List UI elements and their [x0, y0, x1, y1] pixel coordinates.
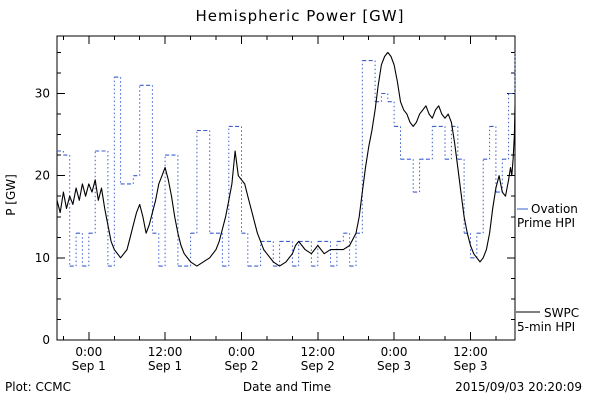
legend-swpc-label-2: 5-min HPI	[517, 320, 575, 334]
x-tick-date-label: Sep 2	[224, 359, 258, 373]
plot-frame	[56, 35, 516, 341]
y-tick-label: 20	[35, 169, 50, 183]
x-tick-date-label: Sep 2	[301, 359, 335, 373]
x-tick-time-label: 0:00	[381, 345, 408, 359]
series-group	[56, 51, 516, 267]
x-tick-time-label: 12:00	[148, 345, 183, 359]
x-tick-date-label: Sep 3	[453, 359, 487, 373]
y-axis-label: P [GW]	[4, 174, 18, 216]
x-tick-time-label: 0:00	[75, 345, 102, 359]
legend-ovation-label-2: Prime HPI	[517, 216, 575, 230]
chart-title: Hemispheric Power [GW]	[196, 7, 405, 25]
x-tick-date-label: Sep 3	[377, 359, 411, 373]
x-tick-time-label: 12:00	[453, 345, 488, 359]
x-tick-time-label: 0:00	[228, 345, 255, 359]
series-ovation-connectors	[62, 52, 516, 267]
footer-plot-source: Plot: CCMC	[5, 380, 71, 394]
x-axis-label: Date and Time	[243, 380, 331, 394]
x-tick-date-label: Sep 1	[148, 359, 182, 373]
legend-swpc-label-1: SWPC	[544, 306, 579, 320]
series-swpc-line	[56, 51, 516, 267]
y-tick-label: 0	[42, 333, 50, 347]
series-ovation-steps	[57, 60, 515, 267]
y-tick-label: 10	[35, 251, 50, 265]
x-tick-time-label: 12:00	[301, 345, 336, 359]
y-tick-label: 30	[35, 87, 50, 101]
legend-ovation-label-1: Ovation	[531, 202, 578, 216]
footer-timestamp: 2015/09/03 20:20:09	[455, 380, 582, 394]
x-tick-date-label: Sep 1	[72, 359, 106, 373]
